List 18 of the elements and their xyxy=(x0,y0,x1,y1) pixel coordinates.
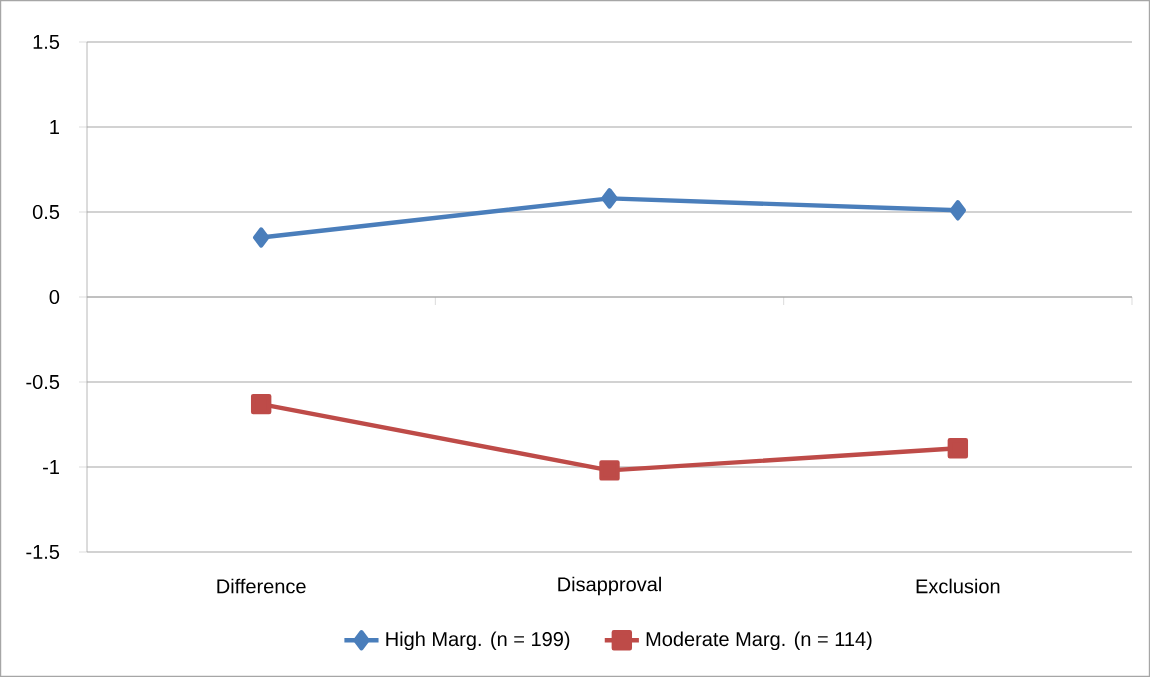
point xyxy=(947,438,969,459)
y-tick-label: 0.5 xyxy=(32,204,60,220)
legend-label: Moderate Marg. (n = 114) xyxy=(646,631,872,651)
point xyxy=(252,227,270,248)
point xyxy=(250,393,272,415)
y-tick-label: -1.5 xyxy=(26,545,60,559)
x-tick-label: Disapproval xyxy=(558,576,661,596)
point xyxy=(949,200,967,221)
point xyxy=(599,460,620,481)
y-tick-label: 0 xyxy=(49,289,60,305)
y-tick-label: -0.5 xyxy=(26,374,60,390)
x-tick-label: Exclusion xyxy=(916,578,1000,594)
y-tick-label: 1.5 xyxy=(33,35,60,49)
y-tick-label: 1 xyxy=(50,120,59,134)
x-tick-label: Difference xyxy=(217,578,306,594)
legend-label: High Marg. (n = 199) xyxy=(386,631,570,651)
y-tick-label: -1 xyxy=(43,460,59,474)
point xyxy=(601,188,618,209)
